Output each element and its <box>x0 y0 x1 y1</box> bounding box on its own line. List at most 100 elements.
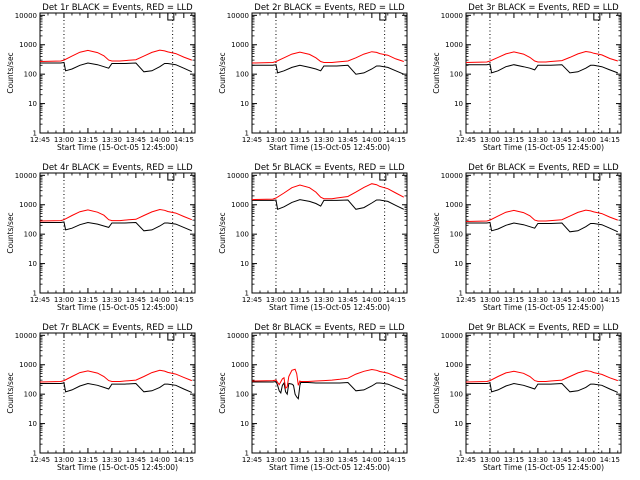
plot-frame <box>39 332 196 454</box>
x-tick-label: 14:00 <box>576 136 596 144</box>
y-tick-label: 10 <box>28 260 37 268</box>
x-tick-label: 13:15 <box>504 136 524 144</box>
x-tick-label: 13:00 <box>480 296 500 304</box>
plot-frame <box>251 12 408 134</box>
interval-bracket-mark <box>593 333 601 341</box>
y-tick-label: 100 <box>24 71 37 79</box>
series-events-line <box>252 199 405 210</box>
x-tick-label: 13:30 <box>314 296 334 304</box>
interval-bracket-mark <box>379 333 387 341</box>
x-tick-label: 12:45 <box>30 456 50 464</box>
x-tick-label: 13:30 <box>102 456 122 464</box>
panel-title: Det 4r BLACK = Events, RED = LLD <box>42 163 193 173</box>
x-tick-label: 14:00 <box>150 456 170 464</box>
y-tick-label: 100 <box>236 391 249 399</box>
interval-bracket-mark <box>593 13 601 21</box>
series-lld-line <box>251 51 404 64</box>
x-tick-label: 13:00 <box>266 456 286 464</box>
series-lld-line <box>465 50 618 63</box>
x-tick-label: 12:45 <box>242 456 262 464</box>
y-tick-label: 10000 <box>15 172 37 180</box>
y-tick-label: 1 <box>33 130 37 138</box>
detector-panel-2: Det 2r BLACK = Events, RED = LLD 1 10 100 10… <box>218 3 408 152</box>
x-tick-label: 12:45 <box>30 136 50 144</box>
series-lld-line <box>465 370 618 383</box>
panel-title: Det 5r BLACK = Events, RED = LLD <box>254 163 405 173</box>
x-tick-label: 14:15 <box>386 136 406 144</box>
y-tick-label: 1000 <box>445 41 463 49</box>
series-lld-line <box>39 49 192 62</box>
x-tick-label: 14:00 <box>362 456 382 464</box>
x-tick-label: 13:15 <box>290 136 310 144</box>
x-tick-label: 14:15 <box>174 296 194 304</box>
y-axis-label: Counts/sec <box>432 212 441 253</box>
y-tick-label: 1 <box>33 450 37 458</box>
x-axis-label: Start Time (15-Oct-05 12:45:00) <box>483 463 604 472</box>
y-axis-label: Counts/sec <box>6 52 15 93</box>
y-tick-label: 10000 <box>227 172 249 180</box>
y-tick-label: 10 <box>454 100 463 108</box>
x-tick-label: 13:00 <box>480 136 500 144</box>
y-tick-label: 1000 <box>231 201 249 209</box>
panel-title: Det 2r BLACK = Events, RED = LLD <box>254 3 405 13</box>
x-tick-label: 12:45 <box>30 296 50 304</box>
interval-bracket-mark <box>379 13 387 21</box>
plot-frame <box>465 332 622 454</box>
plot-frame <box>251 172 408 294</box>
x-tick-label: 14:15 <box>386 296 406 304</box>
plot-frame <box>39 12 196 134</box>
x-axis-label: Start Time (15-Oct-05 12:45:00) <box>57 143 178 152</box>
x-axis-label: Start Time (15-Oct-05 12:45:00) <box>269 303 390 312</box>
x-tick-label: 13:30 <box>314 456 334 464</box>
x-axis-label: Start Time (15-Oct-05 12:45:00) <box>483 303 604 312</box>
y-tick-label: 100 <box>236 71 249 79</box>
panel-title: Det 3r BLACK = Events, RED = LLD <box>468 3 619 13</box>
panel-title: Det 9r BLACK = Events, RED = LLD <box>468 323 619 333</box>
x-tick-label: 13:45 <box>552 456 572 464</box>
x-tick-label: 13:30 <box>102 296 122 304</box>
y-tick-label: 10 <box>454 260 463 268</box>
detector-panel-7: Det 7r BLACK = Events, RED = LLD 1 10 100 10… <box>6 323 196 472</box>
detector-panel-6: Det 6r BLACK = Events, RED = LLD 1 10 100 10… <box>432 163 622 312</box>
y-tick-label: 1 <box>459 130 463 138</box>
x-tick-label: 13:45 <box>552 296 572 304</box>
x-tick-label: 13:30 <box>314 136 334 144</box>
y-tick-label: 1000 <box>19 201 37 209</box>
y-tick-label: 1000 <box>19 361 37 369</box>
x-tick-label: 13:45 <box>338 296 358 304</box>
y-axis-label: Counts/sec <box>6 372 15 413</box>
y-axis-label: Counts/sec <box>218 372 227 413</box>
x-axis-label: Start Time (15-Oct-05 12:45:00) <box>269 143 390 152</box>
series-lld-line <box>465 209 618 222</box>
detector-panel-4: Det 4r BLACK = Events, RED = LLD 1 10 100 10… <box>6 163 196 312</box>
y-tick-label: 10000 <box>227 12 249 20</box>
y-axis-label: Counts/sec <box>218 52 227 93</box>
x-tick-label: 13:00 <box>54 456 74 464</box>
y-tick-label: 10000 <box>227 332 249 340</box>
x-tick-label: 14:00 <box>150 296 170 304</box>
y-tick-label: 1000 <box>445 361 463 369</box>
x-tick-label: 13:00 <box>266 296 286 304</box>
x-tick-label: 13:15 <box>78 456 98 464</box>
y-tick-label: 1 <box>459 450 463 458</box>
detector-panel-1: Det 1r BLACK = Events, RED = LLD 1 10 100 10… <box>6 3 196 152</box>
x-tick-label: 12:45 <box>456 136 476 144</box>
x-tick-label: 14:00 <box>150 136 170 144</box>
y-tick-label: 10 <box>240 100 249 108</box>
series-lld-line <box>251 183 405 201</box>
x-tick-label: 13:30 <box>528 136 548 144</box>
x-tick-label: 13:15 <box>290 296 310 304</box>
plot-frame <box>251 332 408 454</box>
panel-title: Det 6r BLACK = Events, RED = LLD <box>468 163 619 173</box>
y-tick-label: 1000 <box>231 41 249 49</box>
x-axis-label: Start Time (15-Oct-05 12:45:00) <box>57 463 178 472</box>
x-axis-label: Start Time (15-Oct-05 12:45:00) <box>483 143 604 152</box>
y-tick-label: 100 <box>450 231 463 239</box>
x-tick-label: 13:45 <box>338 136 358 144</box>
x-tick-label: 12:45 <box>242 136 262 144</box>
detector-panel-5: Det 5r BLACK = Events, RED = LLD 1 10 100 10… <box>218 163 408 312</box>
series-events-line <box>466 382 618 393</box>
x-tick-label: 14:15 <box>174 456 194 464</box>
x-tick-label: 14:15 <box>600 136 620 144</box>
